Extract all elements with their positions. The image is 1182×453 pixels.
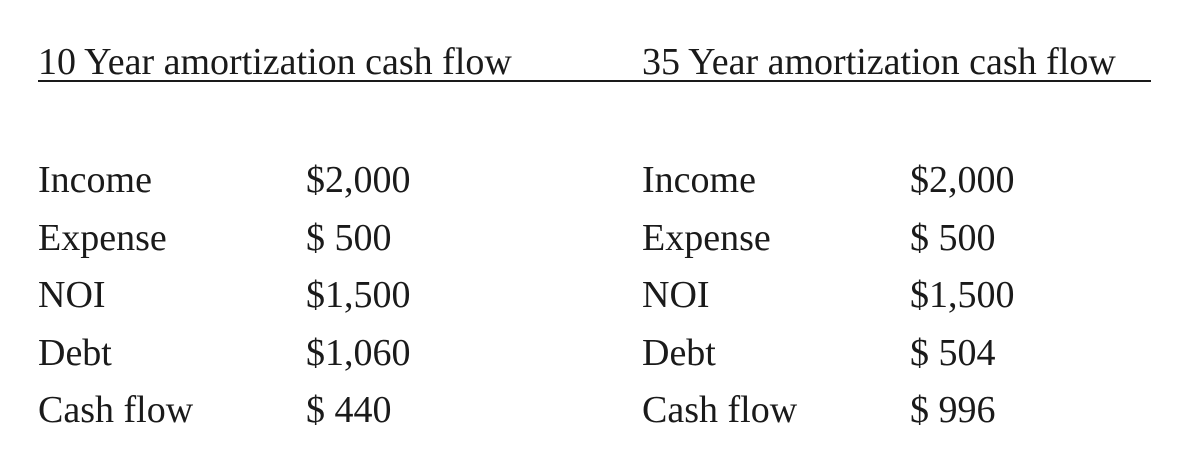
row-value: $1,500 (910, 274, 1015, 316)
row-value: $1,060 (306, 331, 411, 374)
row-label: Cash flow (38, 389, 194, 431)
row-value: $ 996 (910, 389, 996, 431)
header-underline (38, 80, 1151, 82)
row-value: $1,500 (306, 274, 411, 316)
row-value: $ 440 (306, 389, 392, 431)
row-label: Expense (38, 216, 167, 259)
row-value: $2,000 (306, 159, 411, 201)
row-label: Debt (642, 331, 716, 374)
row-label: Income (38, 159, 152, 201)
row-value: $ 500 (306, 216, 392, 259)
row-label: NOI (38, 274, 106, 316)
row-label: Debt (38, 331, 112, 374)
row-label: Income (642, 159, 756, 201)
row-value: $ 504 (910, 331, 996, 374)
row-label: Cash flow (642, 389, 798, 431)
row-label: Expense (642, 216, 771, 259)
row-value: $ 500 (910, 216, 996, 259)
row-value: $2,000 (910, 159, 1015, 201)
section-title-10-year: 10 Year amortization cash flow (38, 41, 512, 83)
section-title-35-year: 35 Year amortization cash flow (642, 41, 1116, 83)
row-label: NOI (642, 274, 710, 316)
